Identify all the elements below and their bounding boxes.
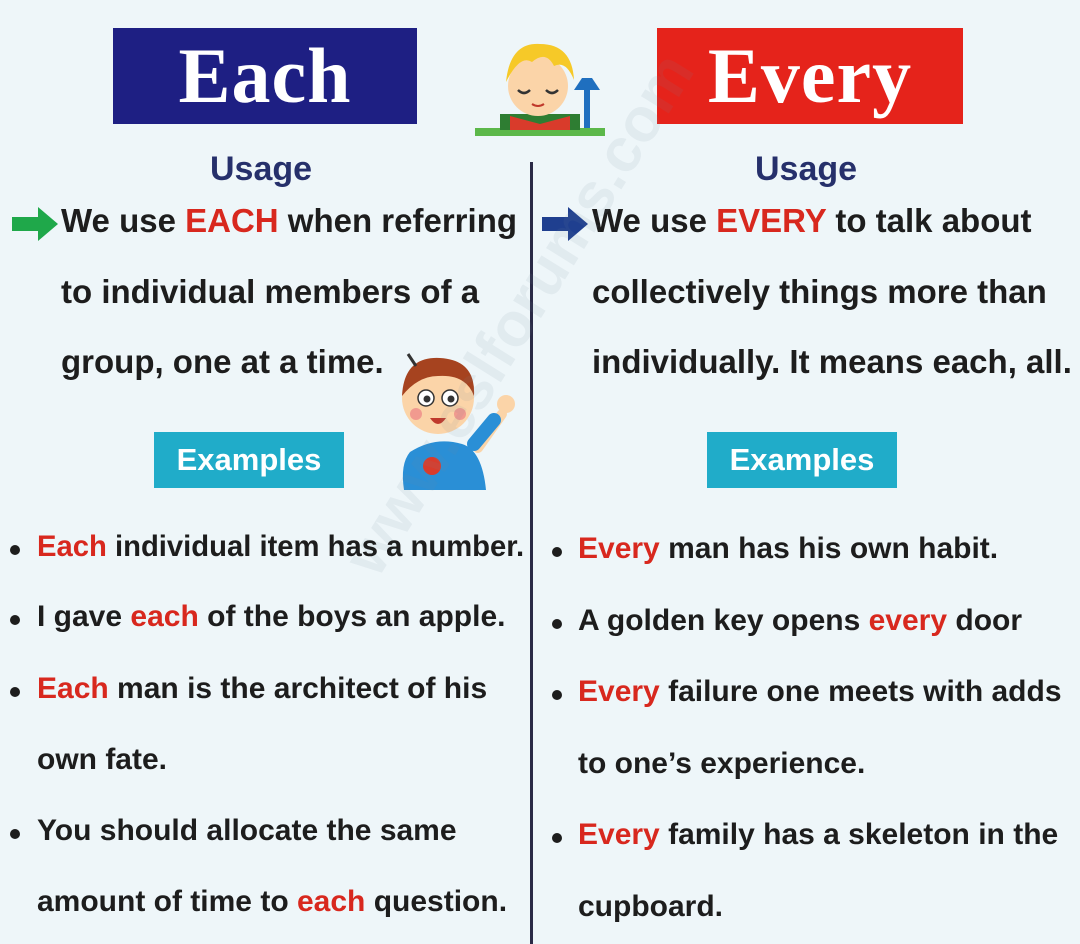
title-every: Every: [657, 28, 963, 124]
every-usage-line-2: collectively things more than: [592, 273, 1047, 310]
keyword-each: Each: [37, 672, 109, 705]
text: man has his own habit.: [659, 532, 999, 565]
text: I gave: [37, 600, 131, 633]
every-example-2: A golden key opens every door: [578, 604, 1022, 638]
keyword-every: Every: [578, 532, 660, 565]
text: individual item has a number.: [106, 530, 525, 563]
each-example-4: You should allocate the same: [37, 814, 457, 847]
bullet-icon: [10, 687, 20, 697]
each-usage-line-3: group, one at a time.: [61, 343, 384, 380]
usage-heading-every: Usage: [755, 150, 858, 188]
keyword-every: EVERY: [716, 202, 827, 239]
text: door: [947, 604, 1023, 637]
title-each: Each: [113, 28, 417, 124]
text: question.: [365, 885, 508, 918]
text: amount of time to: [37, 885, 297, 918]
keyword-every: Every: [578, 818, 660, 851]
waving-boy-illustration: [402, 353, 515, 490]
keyword-each: Each: [37, 530, 107, 563]
text: A golden key opens: [578, 604, 869, 637]
text: family has a skeleton in the: [659, 818, 1059, 851]
keyword-each: each: [130, 600, 199, 633]
each-usage-line-1: We use EACH when referring: [61, 202, 517, 240]
text: of the boys an apple.: [198, 600, 506, 633]
text: to talk about: [826, 202, 1032, 239]
blue-arrow-icon: [542, 207, 588, 241]
each-example-3: Each man is the architect of his: [37, 672, 487, 706]
bullet-icon: [552, 547, 562, 557]
bullet-icon: [552, 690, 562, 700]
bullet-icon: [552, 619, 562, 629]
every-example-1: Every man has his own habit.: [578, 532, 998, 566]
bullet-icon: [10, 545, 20, 555]
every-usage-line-1: We use EVERY to talk about: [592, 202, 1032, 240]
each-example-4-line-2: amount of time to each question.: [37, 885, 507, 919]
text: when referring: [278, 202, 518, 239]
keyword-every: every: [868, 604, 948, 637]
text: We use: [592, 202, 717, 239]
each-example-3-line-2: own fate.: [37, 743, 168, 776]
keyword-each: each: [296, 885, 366, 918]
bullet-icon: [10, 829, 20, 839]
usage-heading-each: Usage: [210, 150, 313, 188]
every-example-3: Every failure one meets with adds: [578, 675, 1062, 709]
bullet-icon: [552, 833, 562, 843]
each-example-2: I gave each of the boys an apple.: [37, 600, 506, 634]
keyword-every: Every: [578, 675, 660, 708]
each-usage-line-2: to individual members of a: [61, 273, 480, 310]
text: failure one meets with adds: [659, 675, 1062, 708]
keyword-each: EACH: [185, 202, 279, 239]
reading-boy-illustration: [475, 43, 605, 136]
every-example-4-line-2: cupboard.: [578, 890, 724, 923]
every-example-4: Every family has a skeleton in the: [578, 818, 1058, 852]
bullet-icon: [10, 615, 20, 625]
every-example-3-line-2: to one’s experience.: [578, 747, 866, 780]
green-arrow-icon: [12, 207, 58, 241]
examples-badge-each: Examples: [154, 432, 344, 488]
text: man is the architect of his: [108, 672, 488, 705]
examples-badge-every: Examples: [707, 432, 897, 488]
text: We use: [61, 202, 186, 239]
column-divider: [530, 162, 533, 944]
each-example-1: Each individual item has a number.: [37, 530, 524, 564]
every-usage-line-3: individually. It means each, all.: [592, 343, 1072, 380]
